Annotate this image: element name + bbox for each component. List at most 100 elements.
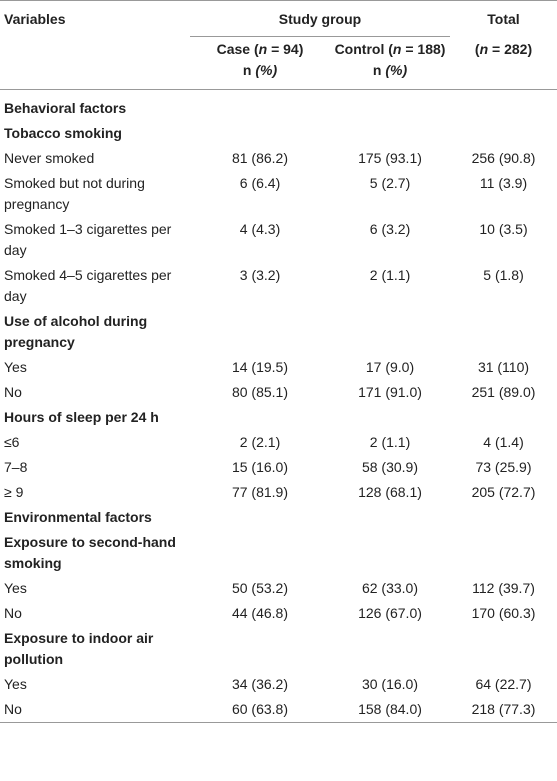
value-cell: 77 (81.9) [231, 484, 289, 500]
section-row: Environmental factors [0, 505, 557, 530]
value-cell: 256 (90.8) [471, 150, 536, 166]
value-cell: 80 (85.1) [231, 384, 289, 400]
row-label: Smoked 4–5 cigarettes per day [4, 267, 172, 304]
row-label: ≤6 [4, 434, 20, 450]
value-cell: 34 (36.2) [231, 676, 289, 692]
value-cell: 17 (9.0) [365, 359, 415, 375]
header-cell: Case (n = 94) n (%) [190, 37, 330, 90]
empty-cell [190, 90, 557, 122]
section-heading: Use of alcohol during pregnancy [4, 313, 148, 350]
value-cell: 251 (89.0) [471, 384, 536, 400]
header-text: = 188) [401, 41, 446, 57]
section-row: Tobacco smoking [0, 121, 557, 146]
row-label: No [4, 701, 22, 717]
data-row: Yes 50 (53.2) 62 (33.0) 112 (39.7) [0, 576, 557, 601]
value-cell: 2 (1.1) [369, 267, 411, 283]
data-row: ≤6 2 (2.1) 2 (1.1) 4 (1.4) [0, 430, 557, 455]
row-label: Smoked 1–3 cigarettes per day [4, 221, 172, 258]
value-cell: 3 (3.2) [239, 267, 281, 283]
empty-cell [190, 626, 557, 672]
data-row: Never smoked 81 (86.2) 175 (93.1) 256 (90.8… [0, 146, 557, 171]
value-cell: 4 (4.3) [239, 221, 281, 237]
section-heading: Hours of sleep per 24 h [4, 409, 159, 425]
empty-cell [190, 121, 557, 146]
value-cell: 62 (33.0) [361, 580, 419, 596]
value-cell: 205 (72.7) [471, 484, 536, 500]
section-heading: Exposure to second-hand smoking [4, 534, 176, 571]
header-text: n [258, 41, 268, 57]
empty-cell [190, 309, 557, 355]
value-cell: 4 (1.4) [483, 434, 524, 450]
header-cell: Study group [190, 0, 450, 37]
table-body: Behavioral factors Tobacco smoking Never s… [0, 90, 557, 723]
value-cell: 14 (19.5) [231, 359, 289, 375]
header-row: Case (n = 94) n (%) Control (n = 188) n (%… [0, 37, 557, 90]
value-cell: 126 (67.0) [358, 605, 422, 621]
section-heading: Tobacco smoking [4, 125, 122, 141]
section-row: Exposure to indoor air pollution [0, 626, 557, 672]
value-cell: 73 (25.9) [475, 459, 532, 475]
data-row: No 80 (85.1) 171 (91.0) 251 (89.0) [0, 380, 557, 405]
row-label: Yes [4, 676, 27, 692]
header-cell: Control (n = 188) n (%) [330, 37, 450, 90]
header-text: n [372, 62, 382, 78]
data-table: Variables Study group Total Case (n = 94… [0, 0, 557, 723]
header-cell: (n = 282) [450, 37, 557, 90]
value-cell: 81 (86.2) [231, 150, 289, 166]
data-row: No 60 (63.8) 158 (84.0) 218 (77.3) [0, 697, 557, 723]
value-cell: 128 (68.1) [358, 484, 422, 500]
row-label: 7–8 [4, 459, 28, 475]
data-row: ≥ 9 77 (81.9) 128 (68.1) 205 (72.7) [0, 480, 557, 505]
header-text: n [392, 41, 402, 57]
header-cell: Total [487, 11, 520, 27]
data-row: Smoked 1–3 cigarettes per day 4 (4.3) 6 (3… [0, 217, 557, 263]
value-cell: 44 (46.8) [231, 605, 289, 621]
value-cell: 2 (2.1) [239, 434, 281, 450]
value-cell: 158 (84.0) [358, 701, 422, 717]
row-label: ≥ 9 [4, 484, 24, 500]
value-cell: 30 (16.0) [361, 676, 419, 692]
data-row: Yes 34 (36.2) 30 (16.0) 64 (22.7) [0, 672, 557, 697]
value-cell: 60 (63.8) [231, 701, 289, 717]
header-text: Control ( [334, 41, 393, 57]
header-text: (%) [251, 62, 278, 78]
data-row: 7–8 15 (16.0) 58 (30.9) 73 (25.9) [0, 455, 557, 480]
value-cell: 58 (30.9) [361, 459, 419, 475]
value-cell: 50 (53.2) [231, 580, 289, 596]
value-cell: 171 (91.0) [358, 384, 422, 400]
value-cell: 175 (93.1) [358, 150, 422, 166]
section-heading: Environmental factors [4, 509, 152, 525]
header-text: ( [474, 40, 480, 57]
data-row: Smoked 4–5 cigarettes per day 3 (3.2) 2 (1… [0, 263, 557, 309]
value-cell: 11 (3.9) [479, 175, 528, 191]
row-label: Yes [4, 359, 27, 375]
header-cell: Variables [4, 11, 66, 27]
value-cell: 6 (6.4) [239, 175, 281, 191]
empty-cell [190, 505, 557, 530]
value-cell: 31 (110) [477, 359, 530, 375]
value-cell: 170 (60.3) [471, 605, 536, 621]
header-text: n [479, 40, 489, 57]
header-text: Case ( [216, 41, 259, 57]
row-label: No [4, 384, 22, 400]
empty-cell [190, 405, 557, 430]
section-heading: Behavioral factors [4, 100, 127, 116]
value-cell: 6 (3.2) [369, 221, 411, 237]
value-cell: 112 (39.7) [472, 580, 535, 596]
section-row: Behavioral factors [0, 90, 557, 122]
header-text: = 282) [488, 40, 533, 57]
header-text: = 94) [267, 41, 304, 57]
row-label: Yes [4, 580, 27, 596]
value-cell: 218 (77.3) [471, 701, 536, 717]
data-row: Smoked but not during pregnancy 6 (6.4) 5 … [0, 171, 557, 217]
value-cell: 64 (22.7) [475, 676, 532, 692]
header-row: Variables Study group Total [0, 0, 557, 37]
section-row: Exposure to second-hand smoking [0, 530, 557, 576]
header-text: (%) [381, 62, 408, 78]
section-heading: Exposure to indoor air pollution [4, 630, 154, 667]
data-row: Yes 14 (19.5) 17 (9.0) 31 (110) [0, 355, 557, 380]
section-row: Use of alcohol during pregnancy [0, 309, 557, 355]
data-row: No 44 (46.8) 126 (67.0) 170 (60.3) [0, 601, 557, 626]
row-label: Never smoked [4, 150, 95, 166]
